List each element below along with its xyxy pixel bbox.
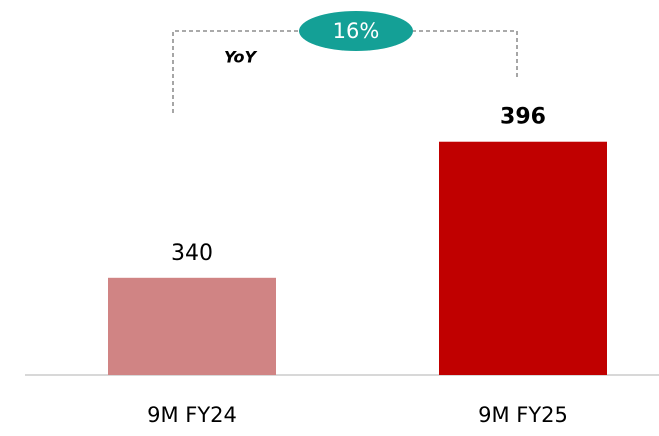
yoy-label: YoY xyxy=(224,48,258,67)
x-tick-label: 9M FY24 xyxy=(147,403,237,427)
bar xyxy=(108,277,276,375)
value-label: 396 xyxy=(500,105,546,130)
yoy-value: 16% xyxy=(333,19,380,43)
bar xyxy=(439,141,607,375)
x-tick-label: 9M FY25 xyxy=(478,403,568,427)
yoy-bracket xyxy=(172,30,518,113)
value-label: 340 xyxy=(171,241,213,266)
yoy-badge xyxy=(299,11,413,51)
